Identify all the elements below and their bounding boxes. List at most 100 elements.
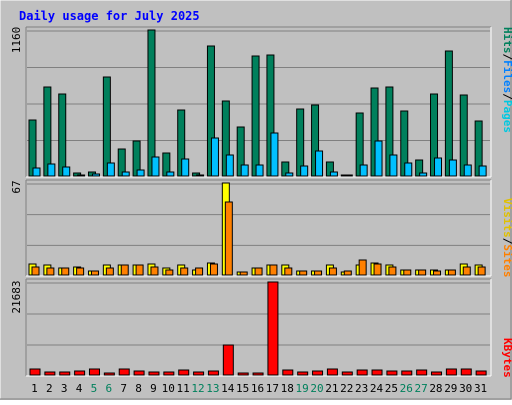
bar-sites-day-19 (299, 270, 308, 276)
x-tick-label: 10 (162, 382, 175, 395)
legend-pages: Pages (501, 100, 512, 133)
x-tick-label: 19 (295, 382, 308, 395)
bar-kbytes-day-2 (44, 371, 56, 376)
x-tick-label: 25 (385, 382, 398, 395)
legend-visits: Visits (501, 198, 512, 238)
bar-files-day-11 (181, 158, 190, 177)
x-tick-label: 14 (221, 382, 235, 395)
bar-kbytes-day-29 (445, 368, 457, 376)
bar-sites-day-6 (105, 267, 114, 276)
bar-files-day-29 (448, 159, 457, 177)
bar-sites-day-1 (31, 266, 40, 276)
bar-files-day-15 (240, 164, 249, 177)
bar-sites-day-22 (343, 270, 352, 276)
bar-files-day-10 (166, 171, 175, 177)
x-tick-label: 31 (474, 382, 487, 395)
bar-kbytes-day-26 (401, 370, 413, 376)
bar-sites-day-26 (403, 269, 412, 276)
bar-sites-day-25 (388, 266, 397, 276)
bar-files-day-18 (285, 172, 294, 177)
bar-hits-day-29 (444, 50, 453, 177)
bar-files-day-1 (32, 167, 41, 177)
bar-files-day-2 (47, 163, 56, 177)
bar-files-day-12 (196, 174, 205, 177)
bar-hits-day-9 (147, 29, 156, 177)
x-tick-label: 17 (266, 382, 279, 395)
bar-kbytes-day-4 (74, 370, 86, 376)
bar-kbytes-day-22 (341, 371, 353, 376)
x-tick-label: 13 (206, 382, 219, 395)
bar-sites-day-11 (180, 267, 189, 276)
bar-kbytes-day-23 (356, 369, 368, 376)
bar-files-day-9 (151, 156, 160, 177)
bar-files-day-23 (359, 164, 368, 177)
x-tick-label: 5 (91, 382, 98, 395)
bar-files-day-26 (404, 162, 413, 177)
bar-sites-day-31 (477, 266, 486, 276)
bar-files-day-17 (270, 132, 279, 177)
bot-max-label: 21683 (10, 280, 23, 313)
bar-files-day-30 (463, 164, 472, 177)
x-tick-label: 21 (325, 382, 338, 395)
top-max-label: 1160 (10, 27, 23, 54)
bar-hits-day-2 (43, 86, 52, 177)
mid-legend: Visits/Sites (501, 198, 512, 278)
x-tick-label: 4 (76, 382, 83, 395)
bar-sites-day-28 (433, 270, 442, 276)
bar-sites-day-14 (224, 201, 233, 276)
bar-files-day-3 (62, 166, 71, 177)
x-tick-label: 6 (105, 382, 112, 395)
x-tick-label: 16 (251, 382, 264, 395)
x-tick-label: 23 (355, 382, 368, 395)
bar-kbytes-day-6 (103, 372, 115, 376)
x-tick-label: 9 (150, 382, 157, 395)
x-tick-label: 24 (370, 382, 384, 395)
legend-hits: Hits (501, 27, 512, 54)
bar-kbytes-day-19 (297, 371, 309, 376)
legend-sep-1: / (501, 54, 512, 61)
bar-files-day-19 (300, 165, 309, 177)
bar-kbytes-day-11 (178, 369, 190, 376)
bar-files-day-13 (210, 137, 219, 177)
bar-hits-day-3 (58, 93, 67, 177)
x-tick-label: 12 (191, 382, 204, 395)
bar-files-day-22 (344, 174, 353, 177)
bar-sites-day-18 (284, 267, 293, 276)
x-tick-label: 27 (414, 382, 427, 395)
bar-sites-day-17 (269, 264, 278, 276)
bar-kbytes-day-14 (222, 344, 234, 376)
bar-kbytes-day-28 (431, 371, 443, 376)
bar-files-day-31 (478, 165, 487, 177)
x-tick-label: 22 (340, 382, 353, 395)
bar-files-day-16 (255, 164, 264, 177)
x-tick-label: 26 (400, 382, 413, 395)
legend-sites: Sites (501, 244, 512, 277)
bar-sites-day-30 (462, 266, 471, 276)
x-tick-label: 2 (46, 382, 53, 395)
bar-kbytes-day-13 (207, 370, 219, 376)
bar-hits-day-6 (102, 76, 111, 177)
bar-sites-day-12 (195, 267, 204, 276)
bar-sites-day-2 (46, 267, 55, 276)
legend-sep-3: / (501, 238, 512, 245)
top-legend: Hits/Files/Pages (501, 27, 512, 133)
bar-files-day-20 (315, 150, 324, 177)
bar-kbytes-day-8 (133, 370, 145, 376)
bar-sites-day-9 (150, 266, 159, 276)
bar-files-day-5 (91, 173, 100, 177)
bar-sites-day-27 (418, 269, 427, 276)
bar-sites-day-13 (209, 263, 218, 276)
bot-panel (26, 279, 491, 376)
bar-files-day-4 (77, 174, 86, 177)
bar-sites-day-21 (328, 267, 337, 276)
bar-sites-day-23 (358, 259, 367, 276)
bar-files-day-24 (374, 140, 383, 177)
bar-sites-day-15 (239, 271, 248, 276)
bar-kbytes-day-16 (252, 372, 264, 376)
bar-kbytes-day-5 (88, 368, 100, 376)
mid-panel (26, 180, 491, 276)
bar-files-day-7 (121, 171, 130, 177)
bar-sites-day-29 (447, 269, 456, 276)
